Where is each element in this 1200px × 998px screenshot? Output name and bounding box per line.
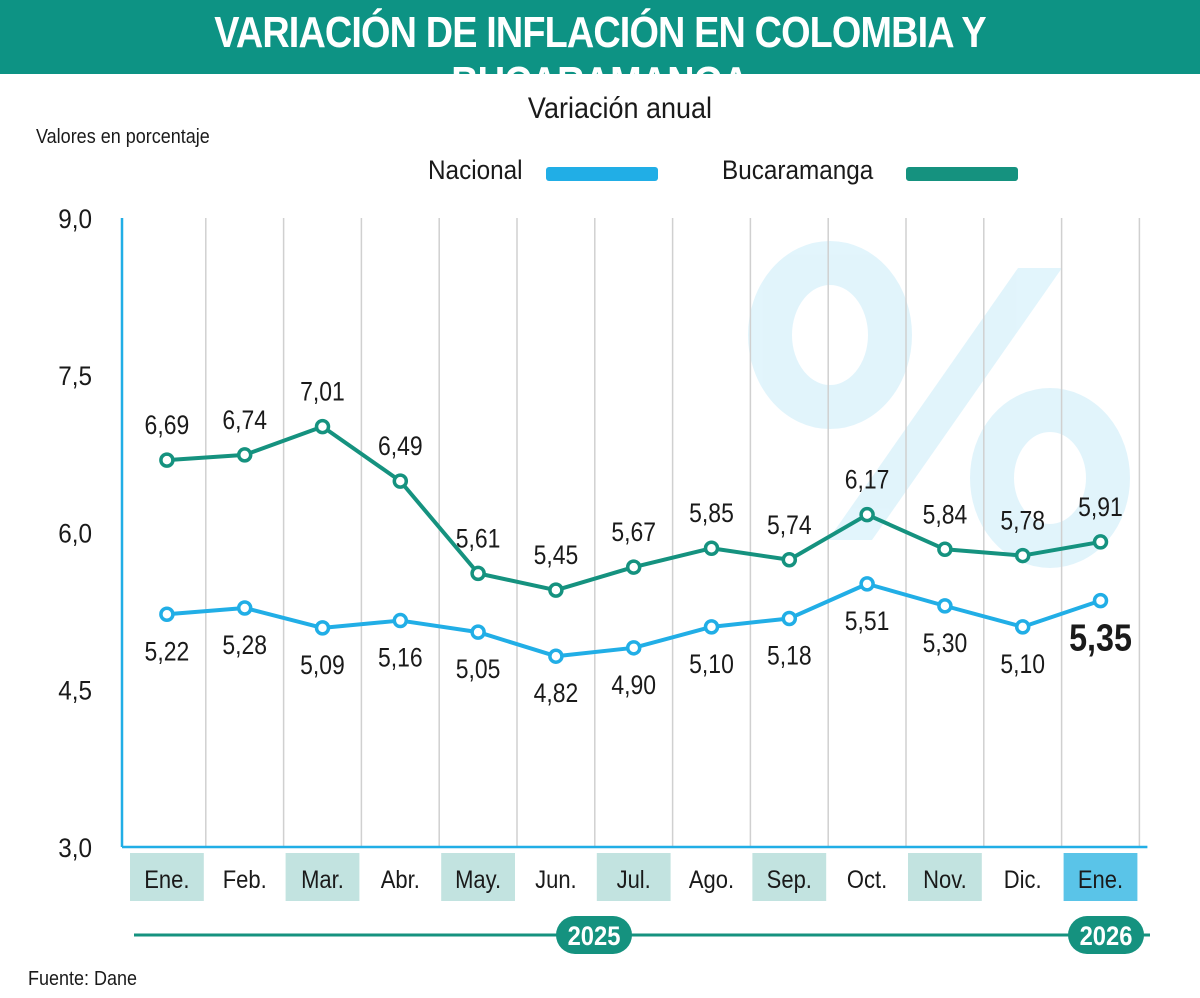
month-label: Ene.	[1078, 866, 1123, 894]
data-point-bucaramanga	[159, 452, 175, 468]
data-label-nacional: 5,09	[300, 650, 345, 680]
month-band	[285, 853, 360, 901]
year-2025-pill	[556, 916, 632, 954]
month-band	[596, 853, 671, 901]
data-label-nacional: 4,90	[611, 670, 656, 700]
data-point-nacional	[470, 624, 486, 640]
data-point-nacional	[703, 619, 720, 635]
month-label: Abr.	[381, 866, 420, 894]
data-point-nacional	[781, 610, 798, 627]
data-label-bucaramanga: 6,17	[845, 465, 890, 495]
source-note: Fuente: Dane	[28, 968, 138, 990]
data-point-nacional	[1014, 619, 1031, 635]
data-label-bucaramanga: 5,61	[456, 524, 501, 554]
data-point-nacional	[236, 600, 253, 616]
month-label: Dic.	[1004, 866, 1042, 894]
data-label-bucaramanga: 5,91	[1078, 492, 1123, 522]
year-2026-label: 2026	[1080, 922, 1133, 952]
data-point-bucaramanga	[781, 552, 798, 568]
year-2026-pill	[1068, 916, 1144, 954]
data-point-nacional	[1092, 592, 1109, 609]
data-point-bucaramanga	[470, 565, 486, 582]
data-label-nacional: 5,10	[689, 649, 734, 679]
data-label-bucaramanga: 5,78	[1000, 506, 1045, 536]
month-band	[908, 853, 982, 901]
data-label-bucaramanga: 7,01	[300, 377, 345, 407]
chart-title: Variación anual	[527, 92, 713, 125]
legend-label-nacional: Nacional	[428, 155, 523, 185]
data-label-nacional: 5,51	[845, 606, 890, 636]
data-point-nacional	[548, 648, 564, 664]
legend-swatch-nacional	[546, 167, 658, 181]
data-point-bucaramanga	[703, 540, 720, 556]
month-label: Mar.	[301, 866, 344, 894]
month-band	[130, 853, 204, 901]
y-tick-label: 9,0	[58, 205, 92, 234]
month-label: Nov.	[923, 866, 967, 894]
data-point-bucaramanga	[1014, 547, 1031, 564]
data-point-bucaramanga	[625, 559, 642, 575]
page-title: VARIACIÓN DE INFLACIÓN EN COLOMBIA Y BUC…	[214, 8, 986, 107]
data-label-bucaramanga: 5,84	[923, 500, 968, 530]
data-label-nacional: 5,22	[145, 637, 190, 667]
data-point-bucaramanga	[937, 541, 953, 558]
month-label: Jul.	[617, 866, 651, 894]
data-label-bucaramanga: 5,67	[611, 517, 656, 547]
year-2025-label: 2025	[568, 922, 621, 952]
y-tick-label: 4,5	[58, 677, 92, 706]
data-label-bucaramanga: 6,49	[378, 431, 423, 461]
y-tick-label: 7,5	[58, 362, 92, 391]
month-label: Sep.	[767, 866, 812, 894]
month-label: Ago.	[689, 866, 734, 894]
data-label-nacional: 5,28	[222, 630, 267, 660]
data-point-bucaramanga	[392, 473, 409, 489]
data-point-nacional	[937, 598, 953, 614]
y-tick-label: 3,0	[58, 834, 92, 863]
month-label: Feb.	[223, 866, 267, 894]
data-label-nacional: 5,16	[378, 643, 423, 673]
legend-label-bucaramanga: Bucaramanga	[722, 155, 874, 185]
y-tick-label: 6,0	[58, 519, 92, 548]
data-label-nacional: 5,18	[767, 641, 812, 671]
data-label-bucaramanga: 5,74	[767, 510, 812, 540]
data-label-nacional: 5,10	[1000, 649, 1045, 679]
legend-swatch-bucaramanga	[906, 167, 1018, 181]
data-point-bucaramanga	[1092, 534, 1109, 550]
data-label-bucaramanga: 5,45	[534, 540, 579, 570]
month-band	[752, 853, 827, 901]
data-label-bucaramanga: 6,69	[145, 410, 190, 440]
month-label: Ene.	[144, 866, 189, 894]
title-banner: VARIACIÓN DE INFLACIÓN EN COLOMBIA Y BUC…	[0, 0, 1200, 107]
month-label: Jun.	[535, 866, 577, 894]
data-point-nacional	[314, 620, 331, 636]
data-point-bucaramanga	[314, 418, 331, 435]
data-label-bucaramanga: 6,74	[222, 405, 267, 435]
data-label-bucaramanga: 5,85	[689, 499, 734, 529]
data-point-nacional	[159, 606, 175, 623]
data-point-nacional	[392, 612, 409, 629]
data-label-nacional: 5,35	[1069, 617, 1132, 659]
month-label: May.	[455, 866, 501, 894]
month-label: Oct.	[847, 866, 887, 894]
data-label-nacional: 5,30	[923, 628, 968, 658]
y-axis-label: Valores en porcentaje	[36, 126, 210, 148]
data-point-bucaramanga	[859, 506, 875, 523]
data-point-nacional	[625, 640, 642, 656]
data-label-nacional: 4,82	[534, 678, 579, 708]
percent-watermark-icon	[748, 241, 1130, 568]
month-band	[1063, 853, 1138, 901]
month-band	[441, 853, 515, 901]
data-point-bucaramanga	[236, 447, 253, 463]
data-label-nacional: 5,05	[456, 654, 501, 684]
data-point-bucaramanga	[548, 582, 564, 598]
data-point-nacional	[859, 576, 875, 592]
